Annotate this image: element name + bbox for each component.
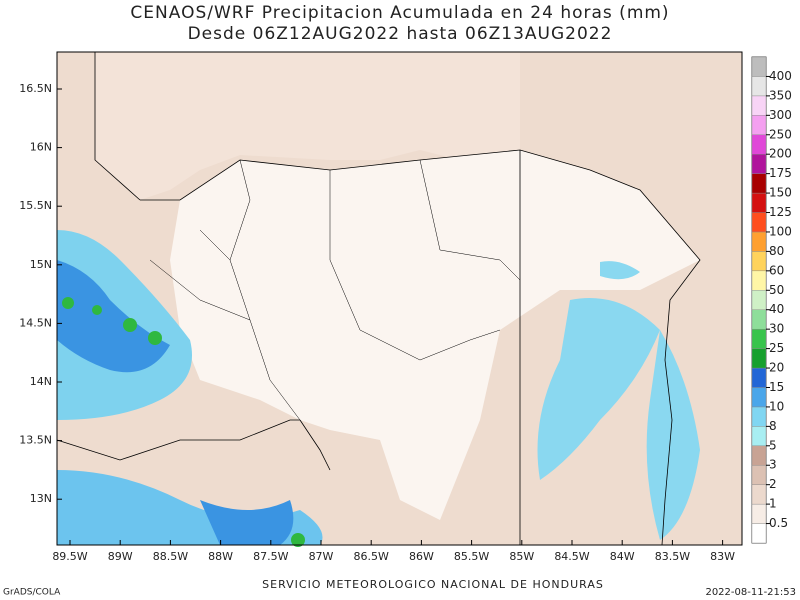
lat-label: 14.5N	[19, 316, 52, 329]
colorbar-label: 0.5	[769, 516, 788, 530]
lon-label: 85.5W	[454, 550, 489, 563]
color-bin	[751, 192, 767, 213]
lat-label: 13.5N	[19, 434, 52, 447]
colorbar-label: 15	[769, 380, 784, 394]
colorbar-label: 1	[769, 497, 777, 511]
color-bin	[751, 212, 767, 233]
colorbar-label: 50	[769, 283, 784, 297]
footer-right: 2022-08-11-21:53	[705, 587, 796, 598]
lon-label: 89.5W	[52, 550, 87, 563]
color-bin	[751, 348, 767, 369]
subtitle: Desde 06Z12AUG2022 hasta 06Z13AUG2022	[188, 24, 613, 44]
colorbar-label: 8	[769, 419, 777, 433]
lon-label: 83W	[710, 550, 735, 563]
lat-label: 16N	[30, 141, 52, 154]
color-bin	[751, 426, 767, 446]
color-bin	[751, 56, 767, 77]
lat-label: 14N	[30, 375, 52, 388]
colorbar-label: 30	[769, 322, 784, 336]
color-bin	[751, 523, 767, 544]
colorbar-label: 100	[769, 224, 792, 238]
lat-label: 15N	[30, 258, 52, 271]
color-bin	[751, 153, 767, 174]
color-bin	[751, 328, 767, 349]
lon-label: 89W	[108, 550, 133, 563]
department-borders	[149, 159, 521, 421]
footer-left: GrADS/COLA	[3, 588, 61, 598]
colorbar-label: 350	[769, 88, 792, 102]
lat-label: 13N	[30, 492, 52, 505]
colorbar-label: 125	[769, 205, 792, 219]
lon-label: 88.5W	[153, 550, 188, 563]
color-bin	[751, 367, 767, 388]
sea-area	[57, 52, 520, 200]
honduras-dry	[170, 150, 700, 520]
colorbar-label: 200	[769, 147, 792, 161]
title: CENAOS/WRF Precipitacion Acumulada en 24…	[130, 3, 669, 23]
color-bin	[751, 309, 767, 330]
rain-east	[537, 298, 660, 480]
colorbar-label: 400	[769, 69, 792, 83]
colorbar-label: 5	[769, 438, 777, 452]
lon-label: 85W	[509, 550, 534, 563]
color-bin	[751, 173, 767, 194]
color-bin	[751, 115, 767, 135]
rain-core	[123, 318, 137, 332]
color-bin	[751, 406, 767, 427]
colorbar-label: 150	[769, 186, 792, 200]
colorbar-label: 175	[769, 166, 792, 180]
lon-label: 84W	[610, 550, 635, 563]
lat-label: 15.5N	[19, 199, 52, 212]
rain-core	[92, 305, 102, 315]
color-bin	[751, 270, 767, 291]
footer-center: SERVICIO METEOROLOGICO NACIONAL DE HONDU…	[262, 578, 604, 591]
lon-label: 87W	[309, 550, 334, 563]
colorbar-label: 20	[769, 361, 784, 375]
color-bin	[751, 231, 767, 252]
rain-east	[646, 330, 700, 540]
map-frame	[56, 51, 743, 546]
lon-label: 83.5W	[655, 550, 690, 563]
color-bin	[751, 484, 767, 505]
lon-label: 84.5W	[554, 550, 589, 563]
color-bin	[751, 387, 767, 408]
lon-label: 86.5W	[354, 550, 389, 563]
rain-east	[600, 261, 640, 280]
color-bin	[751, 134, 767, 155]
colorbar-label: 40	[769, 302, 784, 316]
lon-label: 86W	[409, 550, 434, 563]
rain-core	[148, 331, 162, 345]
rain-core	[291, 533, 305, 547]
colorbar-label: 25	[769, 341, 784, 355]
rain-core	[62, 297, 74, 309]
color-bin	[751, 445, 767, 466]
lat-label: 16.5N	[19, 82, 52, 95]
color-bin	[751, 503, 767, 524]
lon-label: 87.5W	[253, 550, 288, 563]
color-bin	[751, 76, 767, 97]
rain-west-heavy	[57, 260, 170, 373]
colorbar-label: 300	[769, 108, 792, 122]
colorbar-label: 2	[769, 477, 777, 491]
map	[56, 51, 743, 547]
colorbar-label: 250	[769, 127, 792, 141]
colorbar-label: 80	[769, 244, 784, 258]
colorbar-label: 10	[769, 399, 784, 413]
color-bin	[751, 465, 767, 485]
borders	[56, 52, 521, 545]
color-bin	[751, 95, 767, 116]
colorbar-label: 3	[769, 458, 777, 472]
colorbar-label: 60	[769, 263, 784, 277]
color-bin	[751, 290, 767, 310]
lon-label: 88W	[208, 550, 233, 563]
color-bin	[751, 251, 767, 272]
rain-south-heavy	[200, 500, 294, 545]
coastline	[140, 149, 701, 546]
